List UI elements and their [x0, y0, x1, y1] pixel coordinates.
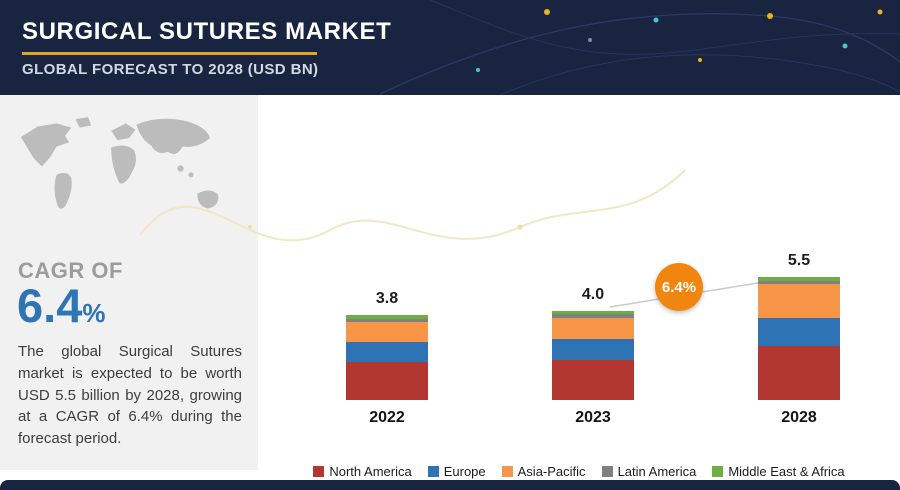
- cagr-percent-sign: %: [82, 298, 106, 328]
- legend-swatch-icon: [601, 466, 613, 477]
- market-description: The global Surgical Sutures market is ex…: [18, 343, 242, 447]
- category-label: 2023: [575, 409, 611, 426]
- legend-item-latin-america: Latin America: [601, 464, 697, 479]
- left-panel: CAGR OF 6.4% The global Surgical Sutures…: [0, 95, 258, 470]
- page-title: SURGICAL SUTURES MARKET: [22, 18, 392, 45]
- legend-swatch-icon: [427, 466, 439, 477]
- legend-label: Latin America: [617, 464, 697, 479]
- bar-chart: 3.8 2022 4.0 2023 5.5 2028 6.4%: [258, 95, 900, 470]
- legend-item-north-america: North America: [313, 464, 412, 479]
- legend-swatch-icon: [313, 466, 325, 477]
- total-value-label: 5.5: [787, 252, 811, 270]
- segment-europe: [346, 342, 428, 363]
- segment-asia-pacific: [552, 317, 634, 339]
- title-underline: [22, 52, 317, 55]
- segment-latin-america: [758, 280, 840, 285]
- legend-swatch-icon: [712, 466, 724, 477]
- chart-legend: North America Europe Asia-Pacific Latin Ame…: [258, 464, 900, 479]
- legend-item-asia-pacific: Asia-Pacific: [501, 464, 586, 479]
- total-value-label: 3.8: [375, 290, 399, 308]
- category-label: 2022: [369, 409, 405, 426]
- segment-north-america: [758, 346, 840, 400]
- segment-latin-america: [552, 314, 634, 318]
- stacked-bar: [552, 310, 634, 400]
- cagr-label: CAGR OF: [18, 258, 123, 283]
- world-map-icon: [20, 117, 219, 209]
- legend-label: North America: [329, 464, 412, 479]
- legend-item-europe: Europe: [427, 464, 486, 479]
- segment-middle-east-africa: [758, 277, 840, 281]
- segment-north-america: [346, 362, 428, 400]
- page-subtitle: GLOBAL FORECAST TO 2028 (USD BN): [22, 61, 319, 78]
- segment-latin-america: [346, 318, 428, 322]
- stacked-bar: [346, 315, 428, 400]
- cagr-number: 6.4: [17, 279, 83, 332]
- segment-asia-pacific: [758, 284, 840, 318]
- cagr-value: 6.4%: [17, 281, 105, 330]
- segment-europe: [552, 338, 634, 360]
- segment-middle-east-africa: [346, 315, 428, 319]
- bar-group-2022: 3.8 2022: [346, 290, 428, 428]
- segment-north-america: [552, 359, 634, 400]
- legend-swatch-icon: [501, 466, 513, 477]
- bar-group-2023: 4.0 2023: [552, 286, 634, 428]
- legend-item-middle-east-africa: Middle East & Africa: [712, 464, 845, 479]
- legend-label: Europe: [443, 464, 486, 479]
- legend-label: Middle East & Africa: [728, 464, 845, 479]
- network-decoration-icon: [379, 0, 900, 95]
- segment-europe: [758, 317, 840, 347]
- total-value-label: 4.0: [581, 285, 605, 303]
- segment-middle-east-africa: [552, 310, 634, 315]
- bar-group-2028: 5.5 2028: [758, 252, 840, 428]
- header-banner: SURGICAL SUTURES MARKET GLOBAL FORECAST …: [0, 0, 900, 95]
- legend-label: Asia-Pacific: [517, 464, 586, 479]
- stacked-bar: [758, 277, 840, 400]
- category-label: 2028: [781, 409, 817, 426]
- segment-asia-pacific: [346, 321, 428, 343]
- footer-strip: [0, 480, 900, 490]
- cagr-badge: 6.4%: [655, 263, 703, 311]
- bars-row: 3.8 2022 4.0 2023 5.5 2028: [346, 168, 840, 428]
